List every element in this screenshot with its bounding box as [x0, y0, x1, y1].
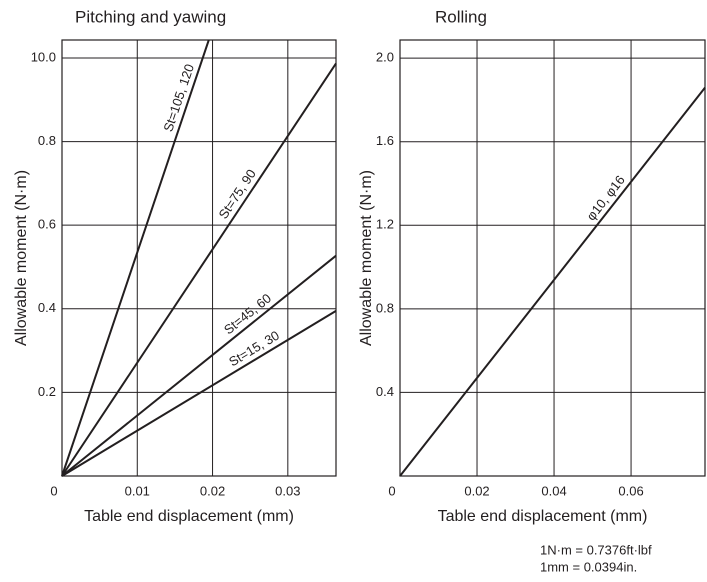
x-tick-label: 0.02	[464, 483, 489, 498]
x-axis-label: Table end displacement (mm)	[438, 508, 648, 525]
x-tick-label: 0.03	[275, 483, 300, 498]
y-axis-label: Allowable moment (N·m)	[13, 170, 30, 346]
y-tick-label: 10.0	[31, 49, 56, 64]
y-tick-label: 0.4	[376, 384, 394, 399]
x-tick-label: 0.04	[541, 483, 566, 498]
series-label: St=45, 60	[221, 291, 274, 338]
chart-title: Pitching and yawing	[75, 7, 226, 26]
y-tick-label: 0.2	[38, 384, 56, 399]
x-tick-label: 0.02	[200, 483, 225, 498]
series-line	[61, 310, 337, 477]
series-label: St=105, 120	[160, 62, 197, 134]
series-line	[61, 254, 337, 477]
unit-note: 1mm = 0.0394in.	[540, 559, 637, 574]
y-tick-label: 2.0	[376, 50, 394, 65]
plot-frame	[399, 39, 706, 477]
plot-frame	[61, 39, 337, 477]
y-tick-label: 0.6	[38, 217, 56, 232]
series-line	[61, 39, 210, 477]
y-tick-label: 0.4	[38, 300, 56, 315]
x-tick-label: 0	[388, 483, 395, 498]
y-tick-label: 1.2	[376, 217, 394, 232]
y-tick-label: 0.8	[376, 300, 394, 315]
x-tick-label: 0.06	[618, 483, 643, 498]
x-axis-label: Table end displacement (mm)	[84, 508, 294, 525]
chart-title: Rolling	[435, 7, 487, 26]
y-tick-label: 0.8	[38, 133, 56, 148]
series-line	[399, 87, 706, 477]
y-tick-label: 1.6	[376, 133, 394, 148]
series-line	[61, 62, 337, 477]
y-axis-label: Allowable moment (N·m)	[358, 170, 375, 346]
unit-note: 1N·m = 0.7376ft·lbf	[540, 542, 652, 557]
x-tick-label: 0.01	[125, 483, 150, 498]
x-tick-label: 0	[50, 483, 57, 498]
